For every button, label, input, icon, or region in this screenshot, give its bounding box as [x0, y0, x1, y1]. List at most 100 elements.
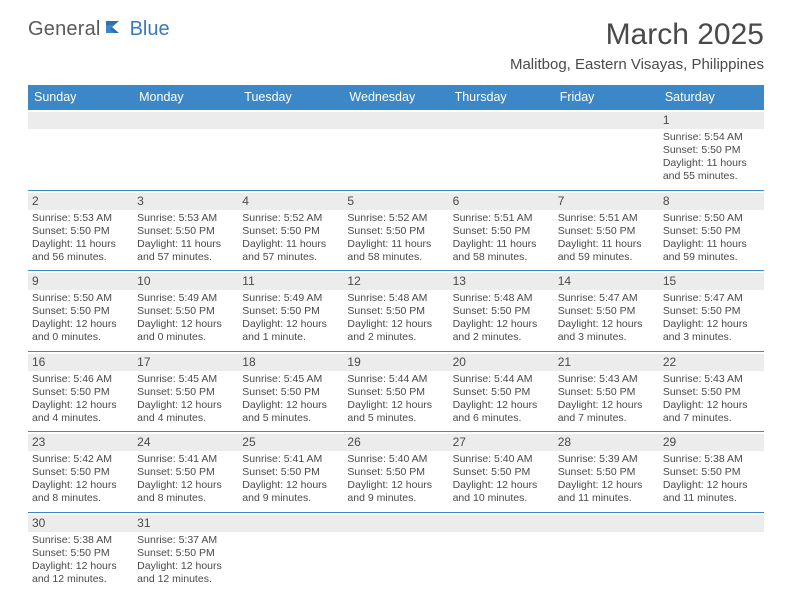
day-number: 17: [133, 354, 238, 371]
month-title: March 2025: [510, 18, 764, 52]
cell-info: Sunrise: 5:44 AMSunset: 5:50 PMDaylight:…: [453, 373, 550, 426]
daylight-text: Daylight: 12 hours and 1 minute.: [242, 318, 339, 344]
calendar-row: 9Sunrise: 5:50 AMSunset: 5:50 PMDaylight…: [28, 271, 764, 352]
calendar-cell: 5Sunrise: 5:52 AMSunset: 5:50 PMDaylight…: [343, 190, 448, 271]
sunrise-text: Sunrise: 5:38 AM: [663, 453, 760, 466]
daylight-text: Daylight: 12 hours and 0 minutes.: [32, 318, 129, 344]
sunset-text: Sunset: 5:50 PM: [137, 466, 234, 479]
day-number: 8: [659, 193, 764, 210]
sunset-text: Sunset: 5:50 PM: [453, 305, 550, 318]
cell-info: Sunrise: 5:53 AMSunset: 5:50 PMDaylight:…: [32, 212, 129, 265]
calendar-cell: [554, 110, 659, 191]
daylight-text: Daylight: 12 hours and 9 minutes.: [347, 479, 444, 505]
day-header: Saturday: [659, 85, 764, 110]
calendar-cell: [238, 110, 343, 191]
day-number: [343, 112, 448, 129]
sunset-text: Sunset: 5:50 PM: [32, 305, 129, 318]
calendar-cell: 15Sunrise: 5:47 AMSunset: 5:50 PMDayligh…: [659, 271, 764, 352]
sunset-text: Sunset: 5:50 PM: [453, 386, 550, 399]
sunrise-text: Sunrise: 5:48 AM: [347, 292, 444, 305]
day-number: 15: [659, 273, 764, 290]
calendar-cell: 13Sunrise: 5:48 AMSunset: 5:50 PMDayligh…: [449, 271, 554, 352]
daylight-text: Daylight: 12 hours and 11 minutes.: [558, 479, 655, 505]
cell-info: Sunrise: 5:53 AMSunset: 5:50 PMDaylight:…: [137, 212, 234, 265]
daylight-text: Daylight: 11 hours and 58 minutes.: [453, 238, 550, 264]
calendar-cell: [449, 512, 554, 592]
calendar-cell: 17Sunrise: 5:45 AMSunset: 5:50 PMDayligh…: [133, 351, 238, 432]
calendar-row: 16Sunrise: 5:46 AMSunset: 5:50 PMDayligh…: [28, 351, 764, 432]
sunrise-text: Sunrise: 5:47 AM: [663, 292, 760, 305]
day-number: [133, 112, 238, 129]
cell-info: Sunrise: 5:43 AMSunset: 5:50 PMDaylight:…: [663, 373, 760, 426]
day-number: 25: [238, 434, 343, 451]
sunset-text: Sunset: 5:50 PM: [453, 466, 550, 479]
cell-info: Sunrise: 5:40 AMSunset: 5:50 PMDaylight:…: [453, 453, 550, 506]
day-number: 29: [659, 434, 764, 451]
cell-info: Sunrise: 5:46 AMSunset: 5:50 PMDaylight:…: [32, 373, 129, 426]
sunrise-text: Sunrise: 5:54 AM: [663, 131, 760, 144]
cell-info: Sunrise: 5:47 AMSunset: 5:50 PMDaylight:…: [558, 292, 655, 345]
calendar-cell: [133, 110, 238, 191]
cell-info: Sunrise: 5:50 AMSunset: 5:50 PMDaylight:…: [663, 212, 760, 265]
day-number: [238, 112, 343, 129]
cell-info: Sunrise: 5:41 AMSunset: 5:50 PMDaylight:…: [242, 453, 339, 506]
calendar-cell: 27 Sunrise: 5:40 AMSunset: 5:50 PMDayligh…: [449, 432, 554, 513]
daylight-text: Daylight: 12 hours and 4 minutes.: [137, 399, 234, 425]
day-number: 6: [449, 193, 554, 210]
sunset-text: Sunset: 5:50 PM: [137, 225, 234, 238]
calendar-cell: [238, 512, 343, 592]
calendar-cell: 31Sunrise: 5:37 AMSunset: 5:50 PMDayligh…: [133, 512, 238, 592]
daylight-text: Daylight: 12 hours and 5 minutes.: [242, 399, 339, 425]
daylight-text: Daylight: 12 hours and 3 minutes.: [558, 318, 655, 344]
day-number: [554, 515, 659, 532]
calendar-row: 30Sunrise: 5:38 AMSunset: 5:50 PMDayligh…: [28, 512, 764, 592]
sunset-text: Sunset: 5:50 PM: [558, 386, 655, 399]
calendar-cell: [554, 512, 659, 592]
daylight-text: Daylight: 11 hours and 58 minutes.: [347, 238, 444, 264]
sunset-text: Sunset: 5:50 PM: [347, 305, 444, 318]
daylight-text: Daylight: 12 hours and 2 minutes.: [347, 318, 444, 344]
cell-info: Sunrise: 5:52 AMSunset: 5:50 PMDaylight:…: [347, 212, 444, 265]
daylight-text: Daylight: 12 hours and 7 minutes.: [558, 399, 655, 425]
daylight-text: Daylight: 12 hours and 9 minutes.: [242, 479, 339, 505]
sunset-text: Sunset: 5:50 PM: [663, 225, 760, 238]
calendar-cell: 20Sunrise: 5:44 AMSunset: 5:50 PMDayligh…: [449, 351, 554, 432]
calendar-cell: 30Sunrise: 5:38 AMSunset: 5:50 PMDayligh…: [28, 512, 133, 592]
day-number: 9: [28, 273, 133, 290]
day-number: 12: [343, 273, 448, 290]
sunset-text: Sunset: 5:50 PM: [347, 225, 444, 238]
sunset-text: Sunset: 5:50 PM: [663, 144, 760, 157]
sunrise-text: Sunrise: 5:40 AM: [347, 453, 444, 466]
day-number: [238, 515, 343, 532]
day-number: 7: [554, 193, 659, 210]
cell-info: Sunrise: 5:38 AMSunset: 5:50 PMDaylight:…: [32, 534, 129, 587]
calendar-cell: [28, 110, 133, 191]
calendar-cell: 2Sunrise: 5:53 AMSunset: 5:50 PMDaylight…: [28, 190, 133, 271]
calendar-cell: 25 Sunrise: 5:41 AMSunset: 5:50 PMDayligh…: [238, 432, 343, 513]
daylight-text: Daylight: 12 hours and 4 minutes.: [32, 399, 129, 425]
day-number: 10: [133, 273, 238, 290]
day-number: 13: [449, 273, 554, 290]
daylight-text: Daylight: 11 hours and 56 minutes.: [32, 238, 129, 264]
day-header: Friday: [554, 85, 659, 110]
daylight-text: Daylight: 12 hours and 7 minutes.: [663, 399, 760, 425]
calendar-cell: 28 Sunrise: 5:39 AMSunset: 5:50 PMDayligh…: [554, 432, 659, 513]
day-number: [449, 515, 554, 532]
day-number: 28: [554, 434, 659, 451]
logo-text-blue: Blue: [130, 18, 170, 41]
calendar-cell: 24Sunrise: 5:41 AMSunset: 5:50 PMDayligh…: [133, 432, 238, 513]
sunrise-text: Sunrise: 5:45 AM: [137, 373, 234, 386]
cell-info: Sunrise: 5:41 AMSunset: 5:50 PMDaylight:…: [137, 453, 234, 506]
day-number: 11: [238, 273, 343, 290]
day-number: [28, 112, 133, 129]
cell-info: Sunrise: 5:39 AMSunset: 5:50 PMDaylight:…: [558, 453, 655, 506]
day-number: [449, 112, 554, 129]
calendar-cell: [659, 512, 764, 592]
sunset-text: Sunset: 5:50 PM: [347, 386, 444, 399]
calendar-cell: 14Sunrise: 5:47 AMSunset: 5:50 PMDayligh…: [554, 271, 659, 352]
sunrise-text: Sunrise: 5:47 AM: [558, 292, 655, 305]
day-number: 27: [449, 434, 554, 451]
sunset-text: Sunset: 5:50 PM: [453, 225, 550, 238]
cell-info: Sunrise: 5:51 AMSunset: 5:50 PMDaylight:…: [558, 212, 655, 265]
sunrise-text: Sunrise: 5:41 AM: [242, 453, 339, 466]
